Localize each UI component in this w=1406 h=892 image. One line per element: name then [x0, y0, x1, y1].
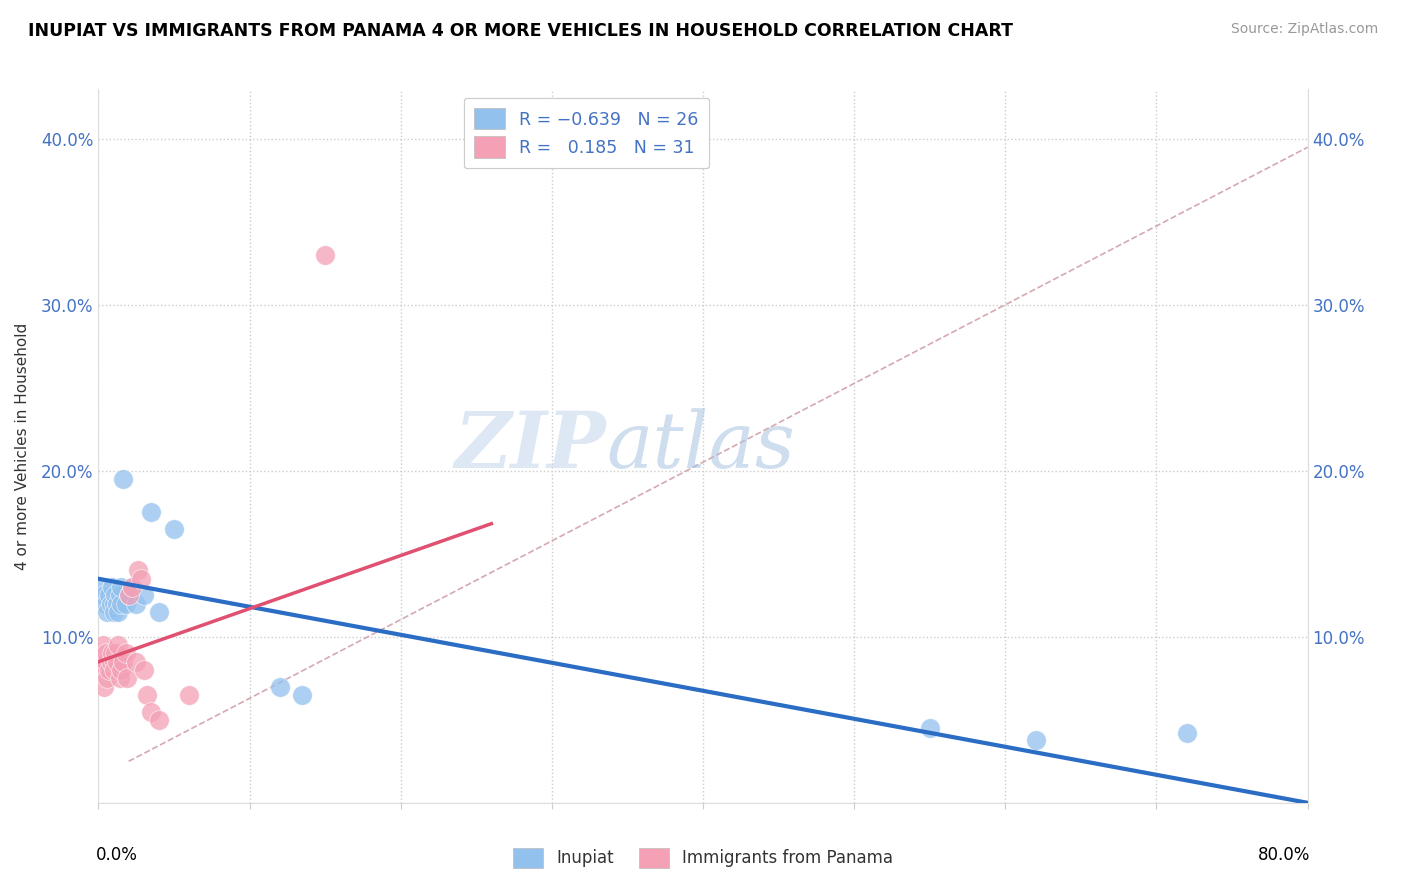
Point — [104, 647, 127, 661]
Point — [1024, 732, 1046, 747]
Text: ZIP: ZIP — [454, 408, 606, 484]
Point — [118, 588, 141, 602]
Point — [108, 671, 131, 685]
Point — [1175, 726, 1198, 740]
Point — [141, 505, 163, 519]
Point — [918, 721, 941, 735]
Point — [114, 647, 136, 661]
Point — [100, 597, 122, 611]
Text: 0.0%: 0.0% — [96, 846, 138, 863]
Point — [104, 588, 127, 602]
Point — [110, 597, 132, 611]
Point — [118, 588, 141, 602]
Point — [141, 705, 163, 719]
Point — [100, 655, 122, 669]
Point — [93, 588, 115, 602]
Point — [110, 663, 132, 677]
Point — [291, 688, 314, 702]
Point — [148, 713, 170, 727]
Point — [93, 680, 115, 694]
Point — [115, 671, 138, 685]
Point — [111, 472, 134, 486]
Point — [103, 655, 125, 669]
Point — [103, 597, 125, 611]
Point — [103, 605, 125, 619]
Point — [107, 638, 129, 652]
Point — [96, 605, 118, 619]
Point — [94, 655, 117, 669]
Point — [129, 572, 152, 586]
Point — [148, 605, 170, 619]
Point — [90, 663, 112, 677]
Point — [94, 647, 117, 661]
Point — [98, 588, 121, 602]
Text: INUPIAT VS IMMIGRANTS FROM PANAMA 4 OR MORE VEHICLES IN HOUSEHOLD CORRELATION CH: INUPIAT VS IMMIGRANTS FROM PANAMA 4 OR M… — [28, 22, 1014, 40]
Point — [132, 588, 155, 602]
Point — [103, 663, 125, 677]
Point — [91, 580, 114, 594]
Point — [163, 522, 186, 536]
Point — [127, 564, 149, 578]
Legend: Inupiat, Immigrants from Panama: Inupiat, Immigrants from Panama — [506, 841, 900, 875]
Point — [101, 647, 124, 661]
Point — [125, 597, 148, 611]
Point — [179, 688, 201, 702]
Point — [110, 580, 132, 594]
Point — [105, 655, 128, 669]
Point — [89, 655, 111, 669]
Point — [132, 663, 155, 677]
Point — [105, 597, 128, 611]
Point — [108, 588, 131, 602]
Point — [121, 580, 143, 594]
Point — [135, 688, 157, 702]
Point — [98, 663, 121, 677]
Point — [121, 580, 143, 594]
Point — [94, 597, 117, 611]
Point — [107, 605, 129, 619]
Legend: R = −0.639   N = 26, R =   0.185   N = 31: R = −0.639 N = 26, R = 0.185 N = 31 — [464, 98, 709, 168]
Point — [96, 671, 118, 685]
Point — [125, 655, 148, 669]
Point — [269, 680, 291, 694]
Text: 80.0%: 80.0% — [1257, 846, 1310, 863]
Text: atlas: atlas — [606, 408, 794, 484]
Text: Source: ZipAtlas.com: Source: ZipAtlas.com — [1230, 22, 1378, 37]
Point — [91, 638, 114, 652]
Point — [111, 655, 134, 669]
Point — [114, 597, 136, 611]
Point — [314, 248, 336, 262]
Point — [101, 580, 124, 594]
Y-axis label: 4 or more Vehicles in Household: 4 or more Vehicles in Household — [15, 322, 30, 570]
